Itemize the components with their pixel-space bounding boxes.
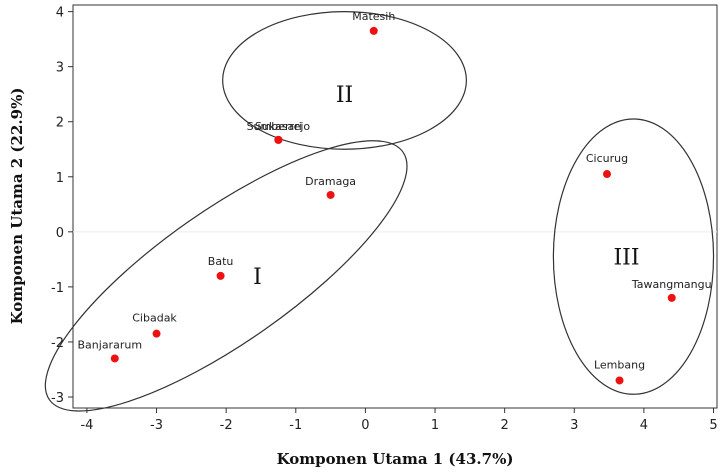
- point-label: Banjararum: [78, 338, 143, 351]
- x-tick-label: -4: [80, 418, 93, 433]
- x-tick-label: -2: [220, 418, 233, 433]
- group-ellipse: [552, 118, 715, 395]
- group-label: I: [253, 265, 262, 290]
- x-axis-title: Komponen Utama 1 (43.7%): [277, 450, 514, 468]
- group-ellipse: [222, 11, 467, 150]
- x-tick-label: 4: [640, 418, 648, 433]
- point-label: Sumberrejo: [247, 120, 311, 133]
- y-tick-label: -1: [51, 281, 64, 296]
- x-tick-label: -3: [150, 418, 163, 433]
- point-label: Cibadak: [132, 312, 177, 325]
- data-point: [152, 329, 161, 338]
- group-ellipse: [44, 140, 408, 412]
- data-point: [602, 170, 611, 179]
- y-tick-label: -2: [51, 336, 64, 351]
- group-label: II: [336, 83, 353, 108]
- data-point: [110, 354, 119, 363]
- y-tick-label: 2: [56, 116, 64, 131]
- point-label: Dramaga: [305, 175, 356, 188]
- data-point: [369, 26, 378, 35]
- point-label: Tawangmangu: [631, 278, 712, 291]
- x-tick-label: 3: [570, 418, 578, 433]
- y-tick-label: -3: [51, 391, 64, 406]
- y-axis-title: Komponen Utama 2 (22.9%): [8, 88, 26, 325]
- point-label: Lembang: [594, 358, 645, 371]
- point-label: Batu: [208, 255, 234, 268]
- data-point: [274, 135, 283, 144]
- point-label: Matesih: [352, 10, 395, 23]
- data-point: [216, 271, 225, 280]
- point-label: Cicurug: [586, 152, 628, 165]
- x-tick-label: 2: [501, 418, 509, 433]
- y-tick-label: 4: [56, 6, 64, 21]
- y-tick-label: 0: [56, 226, 64, 241]
- plot-area: [72, 4, 718, 409]
- data-point: [667, 293, 676, 302]
- x-tick-label: 0: [361, 418, 369, 433]
- data-point: [615, 376, 624, 385]
- x-tick-label: -1: [289, 418, 302, 433]
- point-label: Sukasari: [255, 120, 302, 133]
- x-tick-label: 1: [431, 418, 439, 433]
- group-label: III: [613, 246, 639, 271]
- y-tick-label: 3: [56, 61, 64, 76]
- y-tick-label: 1: [56, 171, 64, 186]
- x-tick-label: 5: [709, 418, 717, 433]
- data-point: [326, 190, 335, 199]
